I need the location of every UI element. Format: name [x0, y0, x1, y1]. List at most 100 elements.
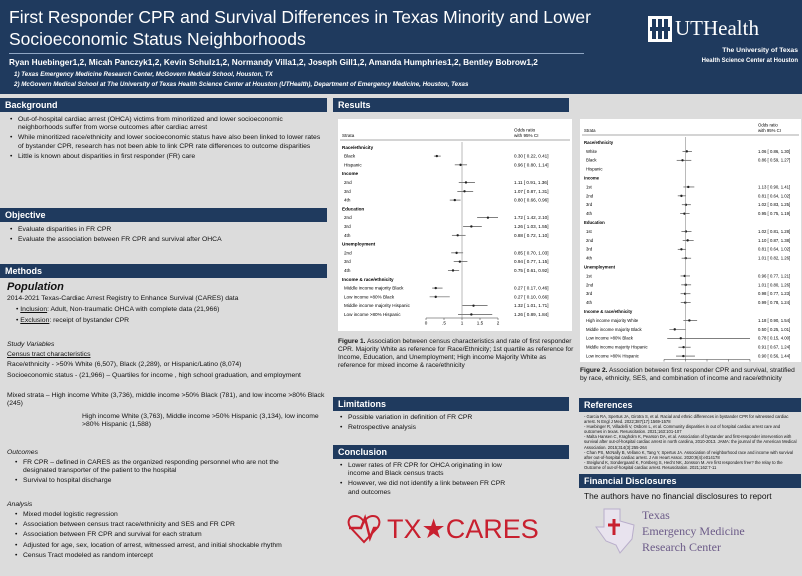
objective-heading: Objective — [0, 208, 327, 222]
reference-item: - Chan PS, McNally B, Vellano K, Tang Y,… — [584, 449, 794, 460]
odds-ratio-value: 0.78 [ 0.15, 4.00] — [758, 336, 790, 341]
odds-ratio-value: 1.10 [ 0.87, 1.38] — [758, 238, 790, 243]
mixed-strata-line-1: Mixed strata – High income White (3,736)… — [7, 392, 325, 408]
list-item: Lower rates of FR CPR for OHCA originati… — [339, 462, 514, 478]
logo-subtitle-1: The University of Texas — [722, 47, 798, 54]
strata-label: 3rd — [586, 291, 593, 296]
odds-ratio-value: 0.94 [ 0.77, 1.15] — [514, 259, 548, 264]
strata-label: High income majority White — [586, 318, 639, 323]
odds-ratio-header: Odds ratio — [758, 123, 778, 128]
strata-label: 1st — [586, 184, 593, 189]
odds-ratio-header: Odds ratio — [514, 127, 536, 132]
list-item: FR CPR – defined in CARES as the organiz… — [14, 459, 304, 475]
results-heading: Results — [333, 98, 569, 112]
odds-ratio-value: 1.01 [ 0.82, 1.26] — [758, 256, 790, 261]
strata-label: Hispanic — [586, 167, 603, 172]
strata-label: Middle income majority Black — [344, 286, 404, 291]
strata-label: Black — [344, 154, 356, 159]
strata-header: Strata — [584, 128, 596, 133]
point-estimate — [435, 154, 438, 158]
logo-subtitle-2: Health Science Center at Houston — [701, 58, 798, 64]
odds-ratio-value: 0.90 [ 0.56, 1.44] — [758, 354, 790, 359]
exclusion-text: : receipt of bystander CPR — [49, 317, 130, 324]
references-heading: References — [579, 398, 801, 412]
author-list: Ryan Huebinger1,2, Micah Panczyk1,2, Kev… — [9, 57, 538, 67]
figure-1-label: Figure 1. — [338, 338, 366, 345]
list-item: Mixed model logistic regression — [14, 511, 326, 519]
strata-label: 4th — [344, 198, 351, 203]
limitations-heading: Limitations — [333, 397, 569, 411]
strata-label: White — [586, 149, 598, 154]
x-tick-label: 0 — [425, 321, 428, 326]
strata-group-label: Unemployment — [342, 242, 376, 247]
temrc-line-1: Texas — [642, 508, 670, 522]
point-estimate — [486, 216, 490, 219]
point-estimate — [470, 225, 473, 228]
odds-ratio-value: 0.99 [ 0.78, 1.24] — [758, 300, 790, 305]
outcomes-list: FR CPR – defined in CARES as the organiz… — [14, 459, 304, 488]
odds-ratio-value: 0.80 [ 0.66, 0.96] — [514, 198, 548, 203]
limitations-list: Possible variation in definition of FR C… — [339, 414, 567, 434]
odds-ratio-value: 0.27 [ 0.17, 0.46] — [514, 286, 548, 291]
odds-ratio-value: 0.30 [ 0.22, 0.41] — [514, 154, 548, 159]
odds-ratio-value: 0.91 [ 0.67, 1.24] — [758, 345, 790, 350]
analysis-list: Mixed model logistic regression Associat… — [14, 511, 326, 562]
odds-ratio-value: 0.50 [ 0.25, 1.01] — [758, 327, 790, 332]
odds-ratio-value: 0.96 [ 0.77, 1.21] — [758, 273, 790, 278]
reference-item: - Steiglund K, Sondergaard K, Forsberg S… — [584, 459, 783, 470]
point-estimate — [686, 239, 689, 242]
strata-label: 3rd — [344, 189, 351, 194]
inclusion-label: Inclusion — [20, 306, 48, 313]
odds-ratio-value: 1.06 [ 0.86, 1.30] — [758, 149, 790, 154]
point-estimate — [687, 185, 690, 189]
point-estimate — [682, 345, 685, 349]
strata-group-label: Income — [584, 176, 600, 181]
strata-label: Middle income majority Hispanic — [344, 303, 411, 308]
point-estimate — [679, 337, 682, 340]
odds-ratio-value: 1.01 [ 0.80, 1.26] — [758, 282, 790, 287]
temrc-line-3: Research Center — [642, 540, 721, 554]
strata-label: Middle income majority Hispanic — [586, 345, 648, 350]
odds-ratio-value: 0.81 [ 0.64, 1.02] — [758, 247, 790, 252]
odds-ratio-value: 1.02 [ 0.83, 1.25] — [758, 202, 790, 207]
odds-ratio-value: 1.32 [ 1.01, 1.71] — [514, 303, 548, 308]
txcares-logo: TX★CARES — [347, 514, 539, 544]
list-item: Evaluate the association between FR CPR … — [9, 236, 321, 244]
strata-group-label: Race/ethnicity — [584, 140, 614, 145]
point-estimate — [459, 163, 462, 167]
list-item: While minoritized race/ethnicity and low… — [9, 134, 321, 150]
strata-label: 3rd — [586, 202, 593, 207]
figure-2: Strata Odds ratio with 95% CI Race/ethnicit… — [580, 119, 801, 362]
references-list: - Garcia RA, Spertus JA, Girotra S, et a… — [584, 414, 798, 470]
list-item: Retrospective analysis — [339, 424, 567, 432]
logo-wordmark: UTHealth — [675, 16, 759, 40]
strata-label: 2nd — [344, 215, 352, 220]
odds-ratio-value: 0.96 [ 0.80, 1.14] — [514, 162, 548, 167]
exclusion-label: Exclusion — [20, 317, 50, 324]
strata-label: 1st — [586, 273, 593, 278]
strata-label: 4th — [586, 300, 593, 305]
reference-item: - Malta Hansen C, Kragholm K, Pearson DA… — [584, 434, 797, 450]
odds-ratio-value: 0.27 [ 0.10, 0.66] — [514, 294, 548, 299]
poster-title: First Responder CPR and Survival Differe… — [9, 7, 591, 49]
strata-label: Middle income majority Black — [586, 327, 642, 332]
strata-label: Low income >80% Black — [344, 294, 395, 299]
odds-ratio-value: 1.18 [ 0.90, 1.54] — [758, 318, 790, 323]
temrc-line-2: Emergency Medicine — [642, 524, 745, 538]
list-item: Association between FR CPR and survival … — [14, 531, 326, 539]
list-item: Census Tract modeled as random intercept — [14, 552, 326, 560]
strata-label: 4th — [344, 233, 351, 238]
point-estimate — [684, 230, 688, 233]
odds-ratio-value: 1.13 [ 0.90, 1.41] — [758, 184, 790, 189]
point-estimate — [453, 198, 456, 202]
point-estimate — [683, 212, 686, 215]
left-column — [0, 94, 327, 576]
list-item: Survival to hospital discharge — [14, 477, 304, 485]
strata-label: 2nd — [344, 250, 352, 255]
temrc-logo: Texas Emergency Medicine Research Center — [595, 508, 745, 554]
odds-ratio-value: 1.72 [ 1.42, 2.10] — [514, 215, 548, 220]
strata-group-label: Income & race/ethnicity — [584, 309, 633, 314]
financial-text: The authors have no financial disclosure… — [584, 491, 772, 501]
